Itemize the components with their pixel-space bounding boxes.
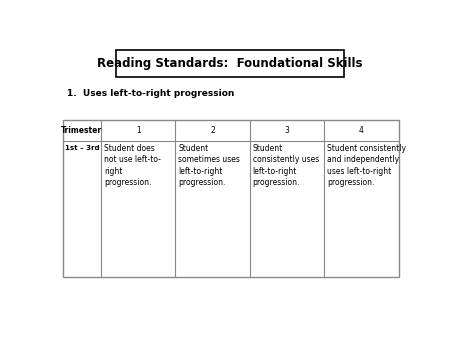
FancyBboxPatch shape	[116, 50, 344, 77]
Text: Student
consistently uses
left-to-right
progression.: Student consistently uses left-to-right …	[252, 144, 319, 187]
Text: 2: 2	[210, 126, 215, 135]
Text: 1: 1	[136, 126, 141, 135]
Text: 1.  Uses left-to-right progression: 1. Uses left-to-right progression	[67, 90, 234, 98]
Text: Reading Standards:  Foundational Skills: Reading Standards: Foundational Skills	[97, 57, 363, 70]
Text: Student consistently
and independently
uses left-to-right
progression.: Student consistently and independently u…	[327, 144, 406, 187]
Text: Student does
not use left-to-
right
progression.: Student does not use left-to- right prog…	[104, 144, 161, 187]
FancyBboxPatch shape	[63, 120, 399, 277]
Text: 4: 4	[359, 126, 364, 135]
Text: 3: 3	[284, 126, 289, 135]
Text: Student
sometimes uses
left-to-right
progression.: Student sometimes uses left-to-right pro…	[178, 144, 240, 187]
Text: Trimester: Trimester	[61, 126, 103, 135]
Text: 1st – 3rd: 1st – 3rd	[64, 145, 99, 151]
